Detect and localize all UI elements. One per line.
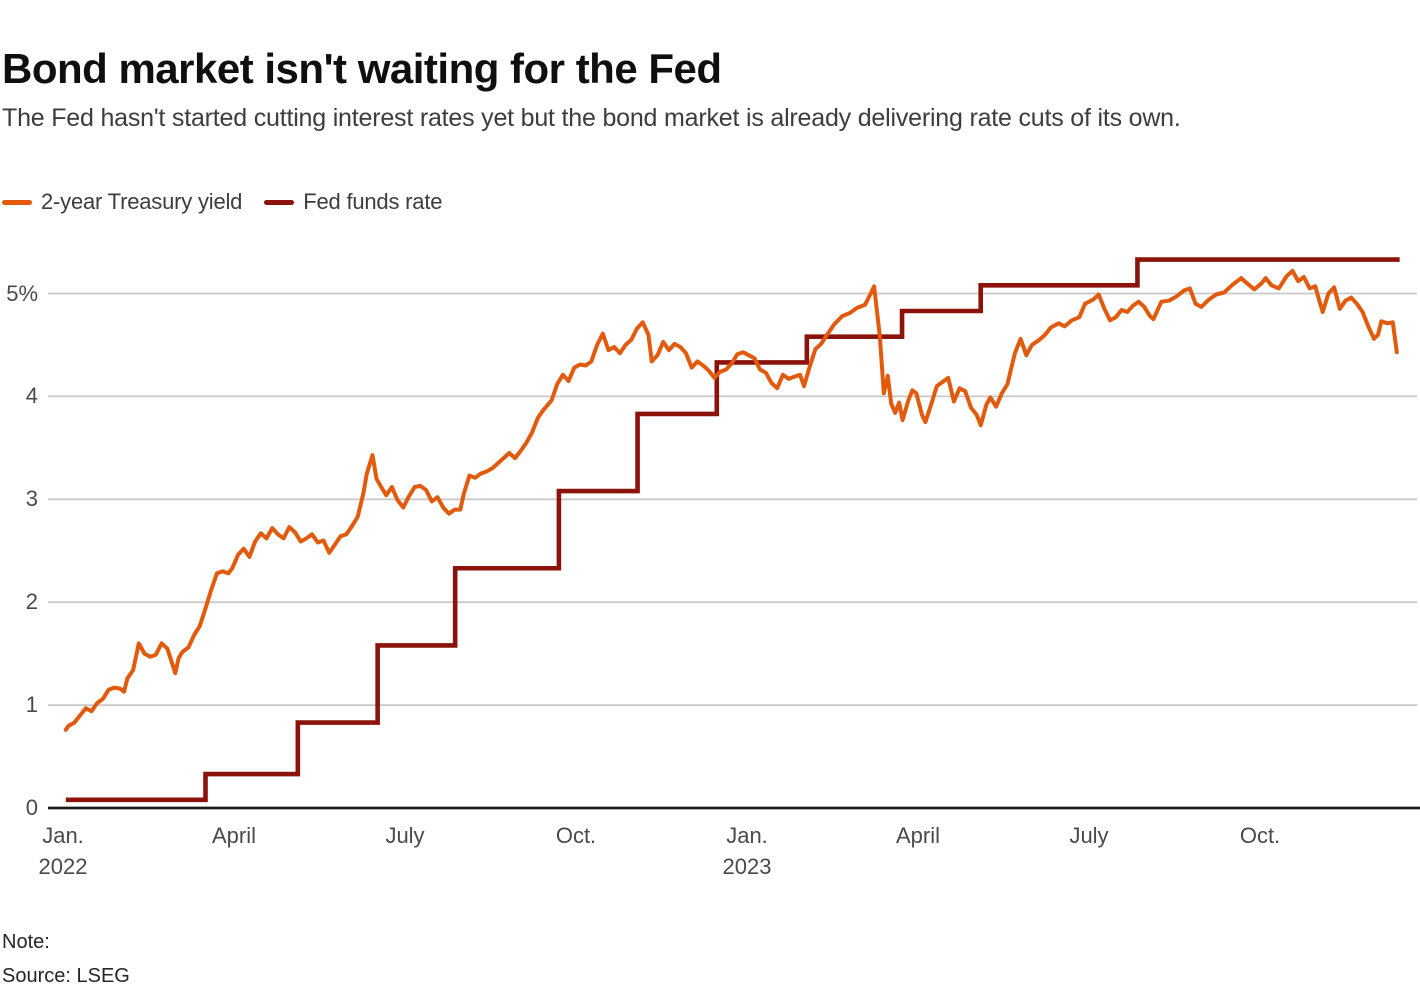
note-label: Note: — [2, 931, 50, 953]
y-axis-tick-label: 5% — [6, 280, 38, 306]
x-axis-tick-label: Oct. — [555, 823, 597, 848]
y-axis-tick-label: 3 — [25, 486, 38, 512]
y-axis-tick-label: 0 — [25, 795, 38, 820]
legend-item-fed-funds: Fed funds rate — [264, 189, 442, 215]
x-axis-tick-label: Oct. — [1239, 823, 1281, 848]
x-axis-tick: April — [179, 820, 289, 851]
x-axis-tick: Jan. 2022 — [8, 820, 118, 882]
x-axis-year-label: 2022 — [38, 854, 88, 879]
legend-item-treasury: 2-year Treasury yield — [2, 189, 242, 215]
x-axis-tick: Oct. — [1205, 820, 1315, 851]
page-title: Bond market isn't waiting for the Fed — [2, 45, 722, 93]
legend-label-fed-funds: Fed funds rate — [303, 189, 443, 214]
y-axis-tick-label: 2 — [25, 589, 38, 615]
x-axis-year-label: 2023 — [722, 854, 772, 879]
source-label: Source: LSEG — [2, 965, 130, 987]
x-axis-tick: Oct. — [521, 820, 631, 851]
y-axis-tick-label: 4 — [25, 383, 38, 409]
x-axis-tick-label: Jan. — [726, 823, 768, 848]
x-axis-tick-label: Jan. — [42, 823, 84, 848]
x-axis-tick-label: April — [211, 823, 256, 848]
legend-label-treasury: 2-year Treasury yield — [41, 189, 243, 214]
x-axis-tick: July — [350, 820, 460, 851]
fed-funds-line-swatch-icon — [264, 199, 295, 205]
x-axis-tick-label: July — [385, 823, 425, 848]
chart-legend: 2-year Treasury yield Fed funds rate — [2, 188, 442, 216]
y-axis-tick-label: 1 — [25, 692, 38, 718]
x-axis-tick: April — [863, 820, 973, 851]
treasury-line-swatch-icon — [2, 199, 32, 205]
chart-subtitle: The Fed hasn't started cutting interest … — [2, 104, 1181, 132]
fed-funds-rate-line — [65, 257, 1400, 803]
x-axis-tick: July — [1034, 820, 1144, 851]
x-axis-tick-label: July — [1069, 823, 1109, 848]
x-axis-tick: Jan. 2023 — [692, 820, 802, 882]
treasury-yield-line — [63, 268, 1399, 732]
x-axis-tick-label: April — [895, 823, 940, 848]
